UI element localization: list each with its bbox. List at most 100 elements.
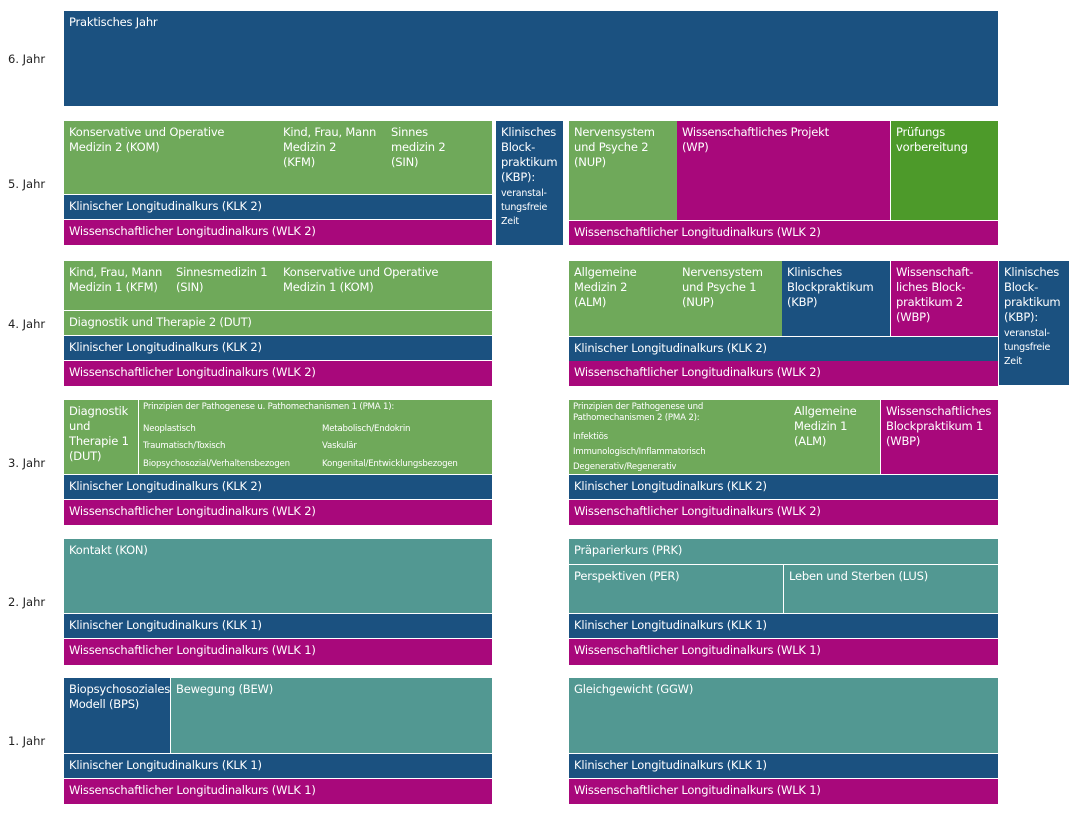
course-label: Prüfungs vorbereitung [896, 125, 968, 154]
course-block-y2-wlk-r: Wissenschaftlicher Longitudinalkurs (WLK… [569, 639, 998, 665]
course-label: Wissenschaftlicher Longitudinalkurs (WLK… [574, 504, 821, 518]
course-block-y2-klk-r: Klinischer Longitudinalkurs (KLK 1) [569, 614, 998, 638]
year-label-y1: 1. Jahr [8, 734, 46, 748]
course-block-y3-alm: Allgemeine Medizin 1 (ALM) [789, 400, 880, 474]
course-label: Kontakt (KON) [69, 543, 148, 557]
course-label: Sinnesmedizin 1 (SIN) [176, 265, 268, 294]
course-block-y3-wbp: Wissenschaftliches Blockpraktikum 1 (WBP… [881, 400, 998, 474]
course-label: Wissenschaftlicher Longitudinalkurs (WLK… [69, 224, 316, 238]
course-label: Klinischer Longitudinalkurs (KLK 2) [69, 199, 262, 213]
course-label: Klinischer Longitudinalkurs (KLK 1) [69, 758, 262, 772]
course-block-y3-inf: Infektiös [569, 430, 789, 445]
course-label: Biopsychosoziales Modell (BPS) [69, 682, 170, 711]
course-block-y3-klk-r: Klinischer Longitudinalkurs (KLK 2) [569, 475, 998, 499]
course-label: Klinischer Longitudinalkurs (KLK 2) [69, 340, 262, 354]
course-block-y4-sin: Sinnesmedizin 1 (SIN) [171, 261, 278, 310]
year-label-y3: 3. Jahr [8, 456, 46, 470]
course-label: Wissenschaftlicher Longitudinalkurs (WLK… [69, 504, 316, 518]
course-label: Wissenschaftlicher Longitudinalkurs (WLK… [69, 643, 316, 657]
course-block-y5-wp: Wissenschaftliches Projekt (WP) [677, 121, 890, 220]
course-block-y5-nup: Nervensystem und Psyche 2 (NUP) [569, 121, 677, 220]
course-block-y3-wlk-r: Wissenschaftlicher Longitudinalkurs (WLK… [569, 500, 998, 525]
course-block-y4-wlk-l: Wissenschaftlicher Longitudinalkurs (WLK… [64, 361, 492, 386]
course-block-y2-lus: Leben und Sterben (LUS) [784, 565, 998, 613]
course-block-y3-trau: Traumatisch/Toxisch [139, 439, 318, 457]
year-label-y2: 2. Jahr [8, 595, 46, 609]
course-label: Nervensystem und Psyche 1 (NUP) [682, 265, 763, 309]
course-label: Praktisches Jahr [69, 15, 158, 29]
course-block-y3-pma1: Prinzipien der Pathogenese u. Pathomecha… [139, 400, 492, 422]
course-block-y3-pma2: Prinzipien der Pathogenese und Pathomech… [569, 400, 789, 430]
course-label: Nervensystem und Psyche 2 (NUP) [574, 125, 655, 169]
course-label: Prinzipien der Pathogenese u. Pathomecha… [143, 402, 395, 412]
course-label: Diagnostik und Therapie 2 (DUT) [69, 315, 252, 329]
course-label: Klinischer Longitudinalkurs (KLK 2) [574, 479, 767, 493]
course-block-y1-wlk-r: Wissenschaftlicher Longitudinalkurs (WLK… [569, 779, 998, 804]
course-block-y5-sin: Sinnes medizin 2 (SIN) [386, 121, 492, 194]
course-block-y1-wlk-l: Wissenschaftlicher Longitudinalkurs (WLK… [64, 779, 492, 804]
course-note: veranstal- tungsfreie Zeit [1004, 328, 1051, 367]
course-block-y5-wlk-r: Wissenschaftlicher Longitudinalkurs (WLK… [569, 221, 998, 245]
course-block-y1-ggw: Gleichgewicht (GGW) [569, 678, 998, 753]
course-block-y5-kom: Konservative und Operative Medizin 2 (KO… [64, 121, 278, 194]
course-block-y4-klk-r: Klinischer Longitudinalkurs (KLK 2) [569, 337, 998, 361]
course-label: Wissenschaftlicher Longitudinalkurs (WLK… [574, 365, 821, 379]
course-label: Klinischer Longitudinalkurs (KLK 1) [69, 618, 262, 632]
course-block-y2-prk: Präparierkurs (PRK) [569, 539, 998, 564]
course-block-y5-pv: Prüfungs vorbereitung [891, 121, 998, 220]
course-block-y4-kom: Konservative und Operative Medizin 1 (KO… [278, 261, 492, 310]
course-block-y5-kfm: Kind, Frau, Mann Medizin 2 (KFM) [278, 121, 386, 194]
course-label: Leben und Sterben (LUS) [789, 569, 928, 583]
course-block-y5-klk-l: Klinischer Longitudinalkurs (KLK 2) [64, 195, 492, 219]
course-label: Klinischer Longitudinalkurs (KLK 1) [574, 758, 767, 772]
course-block-y3-bio: Biopsychosozial/Verhaltensbezogen [139, 457, 318, 474]
course-label: Diagnostik und Therapie 1 (DUT) [69, 404, 129, 463]
course-label: Vaskulär [322, 441, 357, 451]
course-label: Klinischer Longitudinalkurs (KLK 2) [574, 341, 767, 355]
course-label: Metabolisch/Endokrin [322, 424, 411, 434]
course-label: Wissenschaft- liches Block- praktikum 2 … [896, 265, 974, 324]
course-block-y3-dut: Diagnostik und Therapie 1 (DUT) [64, 400, 138, 474]
course-block-y1-bew: Bewegung (BEW) [171, 678, 492, 753]
year-label-y6: 6. Jahr [8, 52, 46, 66]
course-label: Konservative und Operative Medizin 1 (KO… [283, 265, 439, 294]
course-block-y3-imm: Immunologisch/Inflammatorisch [569, 445, 789, 460]
course-block-y4-dut: Diagnostik und Therapie 2 (DUT) [64, 311, 492, 335]
course-block-y4-wlk-r: Wissenschaftlicher Longitudinalkurs (WLK… [569, 361, 998, 386]
course-block-y2-kon: Kontakt (KON) [64, 539, 492, 613]
course-label: Kind, Frau, Mann Medizin 1 (KFM) [69, 265, 163, 294]
course-label: Klinisches Blockpraktikum (KBP) [787, 265, 874, 309]
course-block-pj: Praktisches Jahr [64, 11, 998, 106]
course-label: Allgemeine Medizin 2 (ALM) [574, 265, 637, 309]
course-label: Wissenschaftlicher Longitudinalkurs (WLK… [574, 225, 821, 239]
course-label: Kind, Frau, Mann Medizin 2 (KFM) [283, 125, 377, 169]
course-block-y4-klk-l: Klinischer Longitudinalkurs (KLK 2) [64, 336, 492, 360]
course-label: Gleichgewicht (GGW) [574, 682, 694, 696]
course-block-y5-wlk-l: Wissenschaftlicher Longitudinalkurs (WLK… [64, 220, 492, 245]
course-label: Allgemeine Medizin 1 (ALM) [794, 404, 857, 448]
course-block-y3-kon: Kongenital/Entwicklungsbezogen [318, 457, 492, 474]
course-label: Klinisches Block- praktikum (KBP): [1004, 265, 1061, 324]
course-label: Degenerativ/Regenerativ [573, 462, 677, 472]
course-block-y3-neo: Neoplastisch [139, 422, 318, 439]
course-label: Klinisches Block- praktikum (KBP): [501, 125, 558, 184]
course-block-y4-alm: Allgemeine Medizin 2 (ALM) [569, 261, 677, 336]
year-label-y4: 4. Jahr [8, 317, 46, 331]
course-block-y3-vas: Vaskulär [318, 439, 492, 457]
course-block-y5-kbp: Klinisches Block- praktikum (KBP): verans… [496, 121, 563, 245]
course-label: Präparierkurs (PRK) [574, 543, 683, 557]
year-label-y5: 5. Jahr [8, 177, 46, 191]
course-label: Biopsychosozial/Verhaltensbezogen [143, 459, 290, 469]
course-note: veranstal- tungsfreie Zeit [501, 188, 548, 227]
course-label: Wissenschaftliches Blockpraktikum 1 (WBP… [886, 404, 992, 448]
course-block-y4-kbp2: Klinisches Block- praktikum (KBP): verans… [999, 261, 1069, 385]
course-label: Bewegung (BEW) [176, 682, 273, 696]
course-block-y1-klk-r: Klinischer Longitudinalkurs (KLK 1) [569, 754, 998, 778]
course-block-y4-wbp: Wissenschaft- liches Block- praktikum 2 … [891, 261, 998, 336]
course-label: Kongenital/Entwicklungsbezogen [322, 459, 458, 469]
course-label: Wissenschaftliches Projekt (WP) [682, 125, 829, 154]
course-label: Prinzipien der Pathogenese und Pathomech… [573, 402, 704, 423]
course-label: Konservative und Operative Medizin 2 (KO… [69, 125, 225, 154]
course-label: Wissenschaftlicher Longitudinalkurs (WLK… [574, 783, 821, 797]
